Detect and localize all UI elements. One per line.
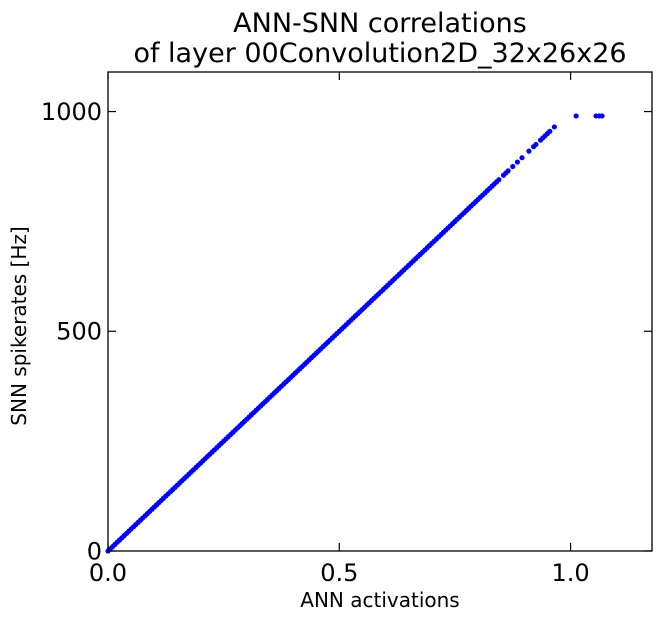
data-points xyxy=(105,113,605,554)
data-point-185 xyxy=(573,113,579,119)
plot-frame xyxy=(107,71,653,552)
x-tick-label-1: 0.5 xyxy=(320,559,358,587)
x-axis-label: ANN activations xyxy=(300,588,459,612)
y-tick-label-2: 1000 xyxy=(41,98,102,126)
data-point-175 xyxy=(519,155,525,161)
data-point-172 xyxy=(505,168,511,174)
y-tick-label-1: 500 xyxy=(56,318,102,346)
data-point-174 xyxy=(514,159,520,165)
y-axis-label: SNN spikerates [Hz] xyxy=(7,226,31,425)
data-point-183 xyxy=(547,128,553,134)
x-tick-label-0: 0.0 xyxy=(89,559,127,587)
data-point-169 xyxy=(496,177,502,183)
data-point-184 xyxy=(551,124,557,130)
y-tick-label-0: 0 xyxy=(87,537,102,565)
data-point-173 xyxy=(510,163,516,170)
x-tick-label-2: 1.0 xyxy=(551,559,589,587)
data-point-188 xyxy=(599,113,605,119)
chart-title-line-1: ANN-SNN correlations xyxy=(233,8,527,39)
data-point-178 xyxy=(533,141,539,148)
chart-title: ANN-SNN correlations of layer 00Convolut… xyxy=(133,8,626,69)
chart-title-line-2: of layer 00Convolution2D_32x26x26 xyxy=(133,38,626,69)
axis-ticks: 0.0 0.5 1.0 0 500 1000 xyxy=(41,72,652,587)
data-point-176 xyxy=(526,148,532,154)
